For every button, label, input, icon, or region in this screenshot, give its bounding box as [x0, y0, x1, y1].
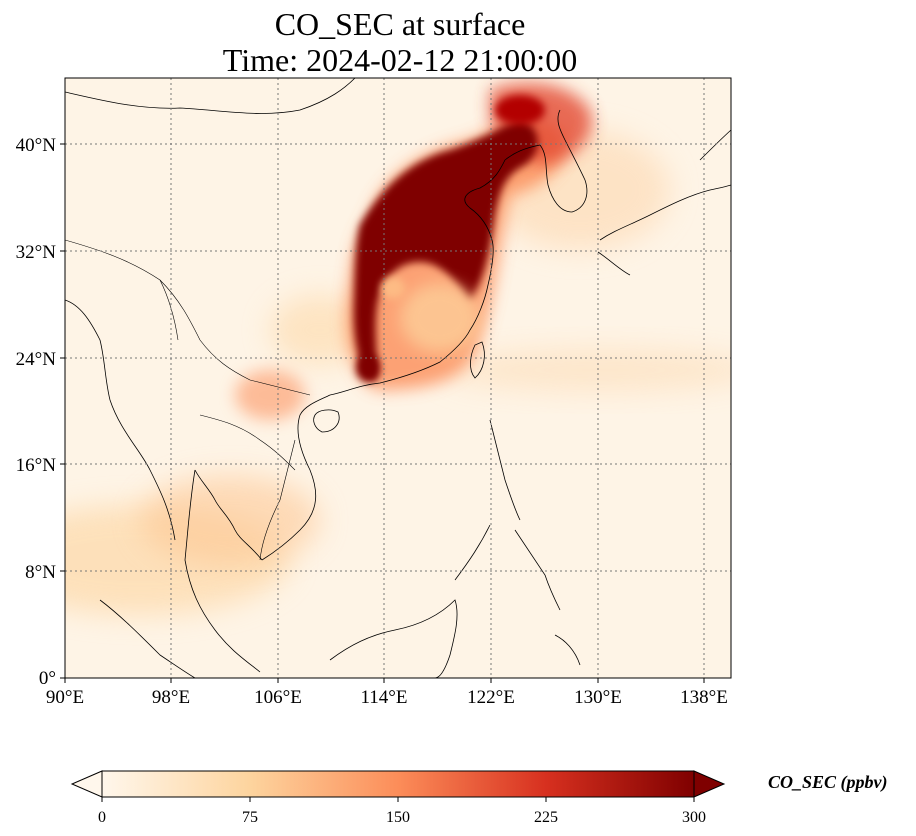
x-tick-label: 90°E — [46, 687, 84, 708]
y-tick-label: 8°N — [25, 562, 56, 583]
colorbar-label: CO_SEC (ppbv) — [768, 772, 888, 792]
y-tick-label: 40°N — [16, 135, 57, 156]
x-tick-label: 122°E — [467, 687, 515, 708]
colorbar-gradient — [101, 770, 695, 798]
colorbar-tick-label: 0 — [98, 809, 106, 826]
y-tick-label: 16°N — [16, 455, 57, 476]
gridlines — [65, 78, 731, 678]
chart-title: CO_SEC at surface — [274, 6, 526, 42]
coastlines — [65, 78, 731, 678]
y-tick-label: 32°N — [16, 242, 57, 263]
y-tick-label: 24°N — [16, 349, 57, 370]
colorbar-tick-label: 225 — [534, 809, 558, 826]
chart-subtitle-time: Time: 2024-02-12 21:00:00 — [222, 42, 578, 78]
x-tick-label: 138°E — [680, 687, 728, 708]
colorbar-tick-label: 75 — [242, 809, 258, 826]
x-tick-label: 114°E — [361, 687, 408, 708]
colorbar: 0 75 150 225 300 — [70, 770, 726, 826]
map-frame — [64, 77, 732, 679]
colorbar-tick-label: 300 — [682, 809, 706, 826]
colorbar-extend-max — [693, 770, 726, 798]
x-tick-label: 98°E — [152, 687, 190, 708]
y-tick-label: 0° — [39, 668, 56, 689]
x-tick-label: 130°E — [574, 687, 622, 708]
colorbar-tick-label: 150 — [386, 809, 410, 826]
x-tick-label: 106°E — [254, 687, 302, 708]
co-field — [65, 83, 731, 615]
colorbar-extend-min — [70, 770, 103, 798]
